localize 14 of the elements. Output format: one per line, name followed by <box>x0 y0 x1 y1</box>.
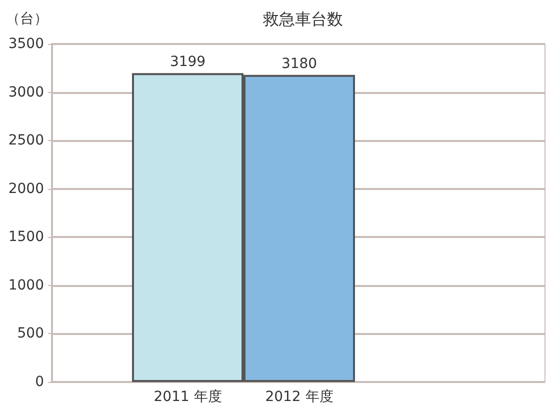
y-tick-label: 2000 <box>8 180 44 197</box>
y-tick-label: 1500 <box>8 229 44 246</box>
y-tick-label: 3500 <box>8 36 44 52</box>
chart-title: 救急車台数 <box>262 10 343 28</box>
x-tick-label: 2012 年度 <box>265 389 334 405</box>
y-tick-label: 2500 <box>8 132 44 149</box>
y-tick-label: 500 <box>17 326 44 342</box>
x-tick-label: 2011 年度 <box>154 389 222 405</box>
y-tick-label: 0 <box>35 374 44 390</box>
data-label: 3199 <box>170 54 206 70</box>
y-tick-label: 3000 <box>8 84 44 100</box>
y-axis-title: （台） <box>6 11 48 27</box>
data-label: 3180 <box>281 56 318 72</box>
y-tick-label: 1000 <box>8 277 44 294</box>
